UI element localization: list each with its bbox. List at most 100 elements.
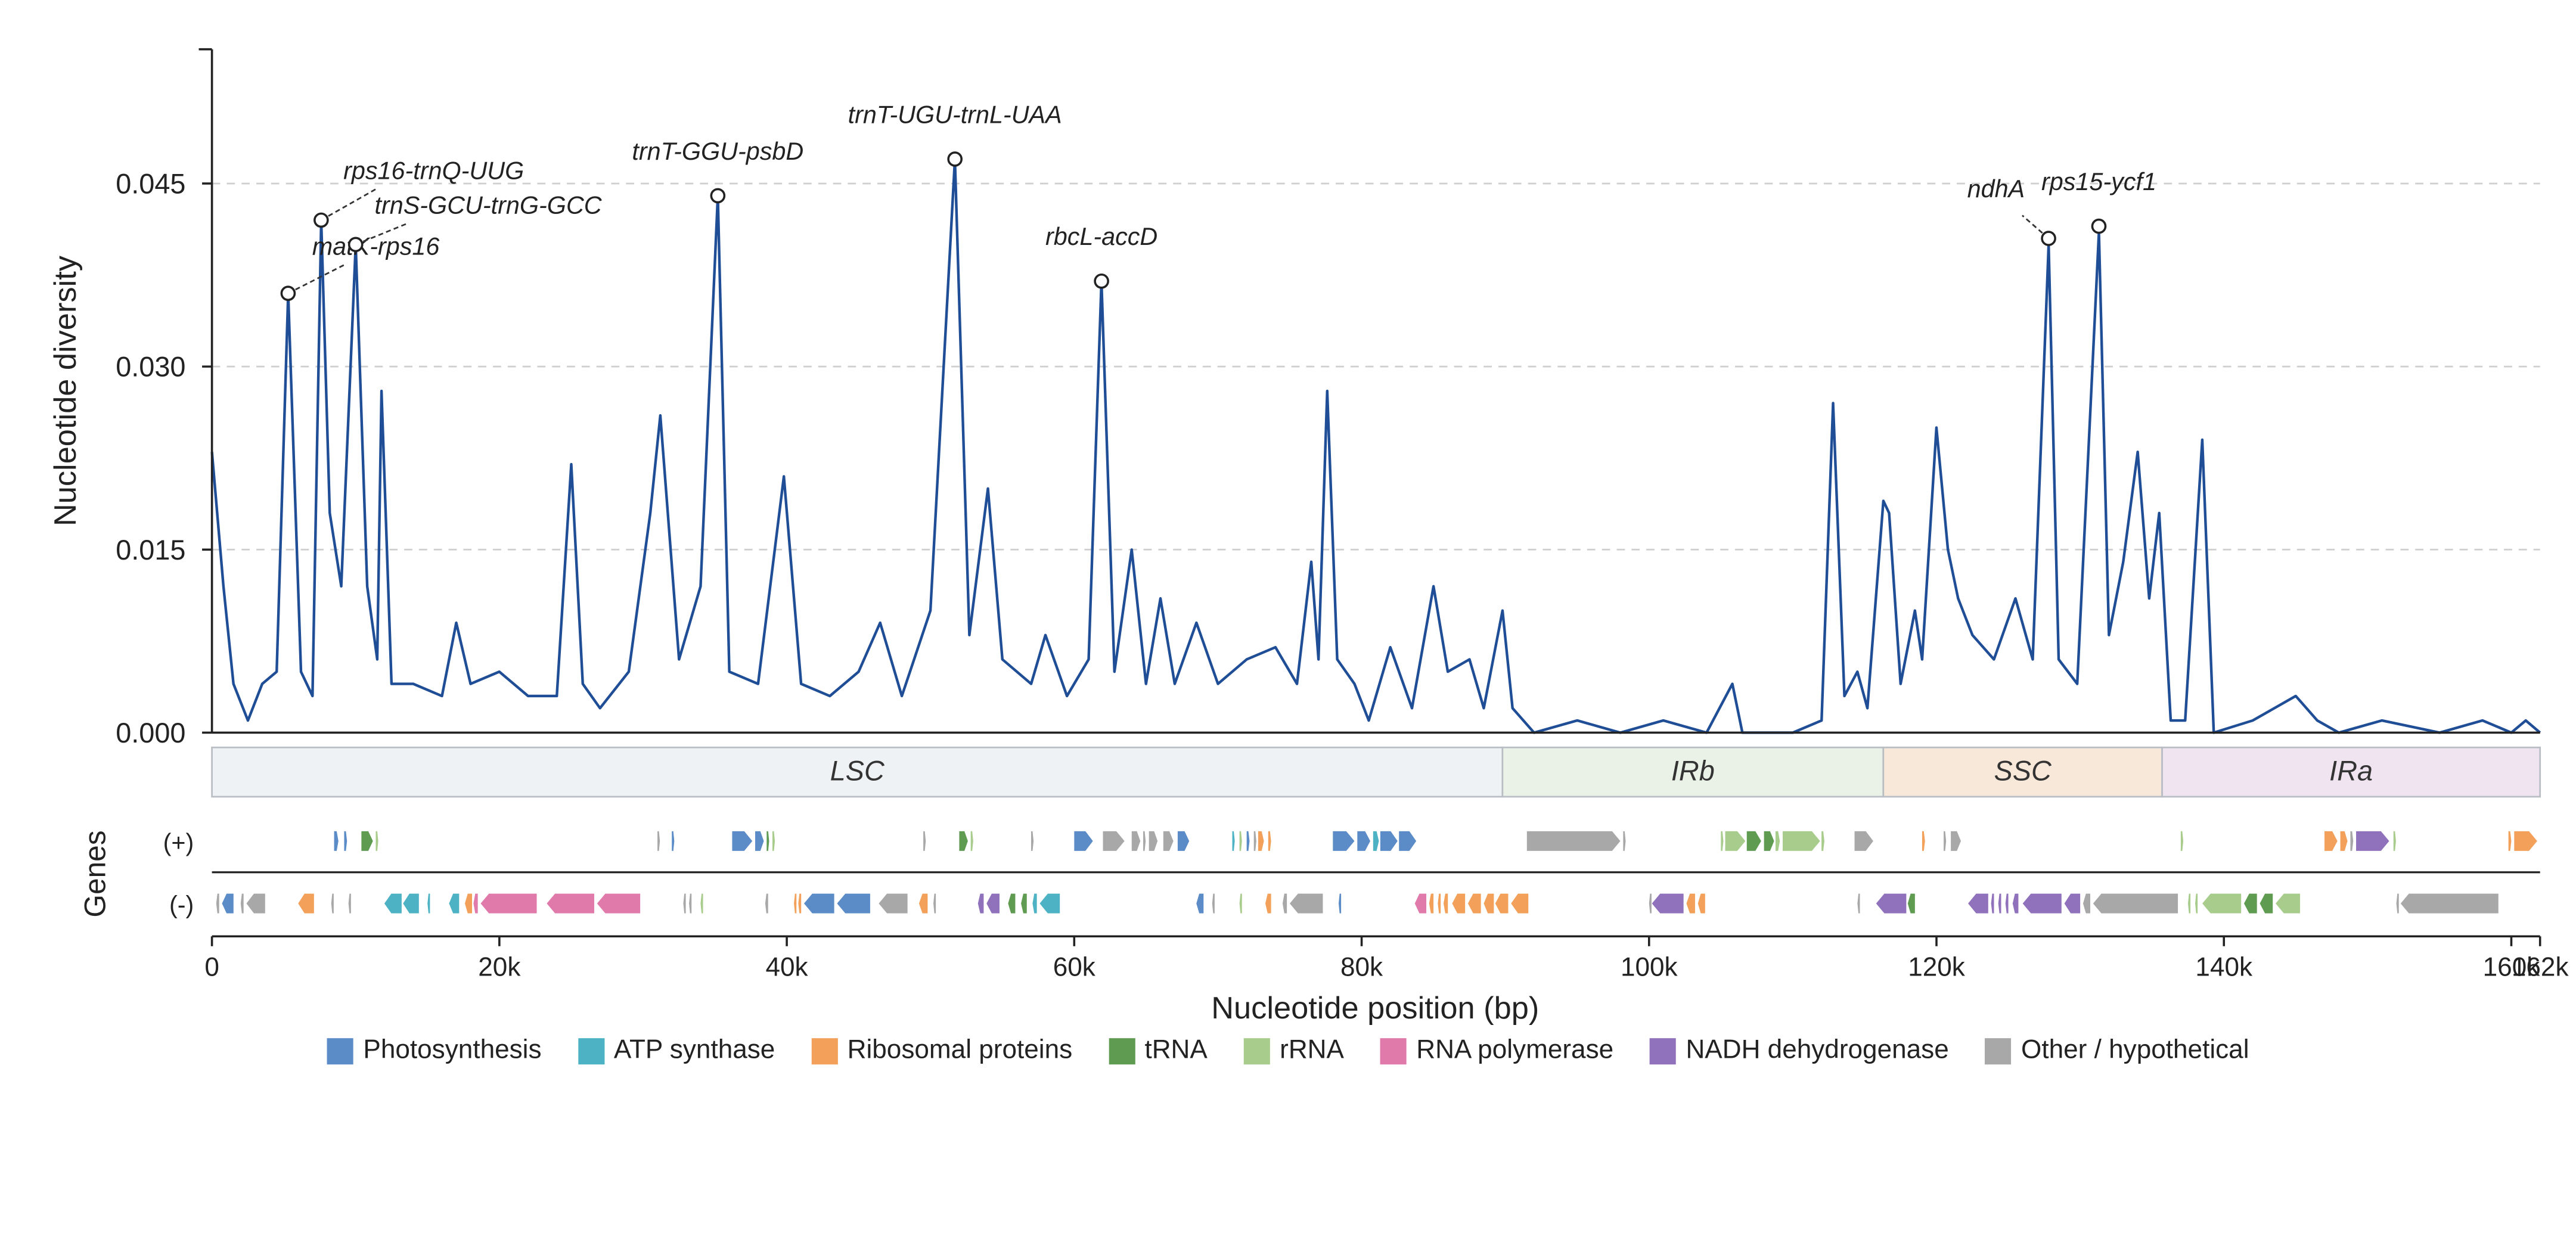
gene-block: [2400, 893, 2499, 914]
gene-block: [1282, 893, 1287, 914]
legend-item: RNA polymerase: [1380, 1036, 1614, 1066]
peak-leader-line: [2022, 215, 2049, 240]
gene-block: [1265, 893, 1271, 914]
x-tick-label: 20k: [478, 952, 521, 981]
gene-block: [1854, 831, 1873, 851]
legend-label: rRNA: [1280, 1036, 1344, 1065]
legend-item: rRNA: [1243, 1036, 1344, 1066]
gene-block: [2005, 893, 2009, 914]
peak-marker: [947, 151, 963, 167]
gene-block: [798, 893, 802, 914]
gene-block: [772, 831, 775, 851]
gene-block: [986, 893, 1000, 914]
region-label: IRa: [2329, 755, 2373, 786]
gene-block: [1483, 893, 1494, 914]
gene-block: [2180, 831, 2184, 851]
x-tick-label: 60k: [1053, 952, 1096, 981]
peak-label: rps16-trnQ-UUG: [343, 157, 524, 184]
gene-block: [689, 893, 692, 914]
gene-block: [755, 831, 764, 851]
peak-marker: [2041, 231, 2056, 246]
gene-block: [1907, 893, 1915, 914]
gene-block: [1212, 893, 1215, 914]
gene-block: [216, 893, 219, 914]
gene-block: [1232, 831, 1235, 851]
legend-label: Ribosomal proteins: [847, 1036, 1073, 1065]
gene-block: [672, 831, 675, 851]
gene-block: [1074, 831, 1093, 851]
gene-block: [384, 893, 402, 914]
peak-label: rps15-ycf1: [2041, 168, 2156, 195]
gene-block: [1429, 893, 1434, 914]
gene-block: [1991, 893, 1994, 914]
gene-block: [804, 893, 834, 914]
gene-block: [1686, 893, 1695, 914]
region-track: LSC IRb SSC IRa: [211, 746, 2541, 798]
gene-block: [923, 831, 926, 851]
gene-block: [1163, 831, 1174, 851]
gene-block: [1725, 831, 1746, 851]
gene-block: [2508, 831, 2512, 851]
gene-block: [1438, 893, 1441, 914]
legend-swatch: [1649, 1038, 1676, 1065]
gene-block: [837, 893, 870, 914]
gene-block: [1380, 831, 1398, 851]
gene-track: [212, 831, 2540, 914]
gene-block: [1857, 893, 1860, 914]
peak-leader-line: [321, 188, 377, 221]
gene-block: [1143, 831, 1146, 851]
gene-block: [1149, 831, 1158, 851]
peak-leader-line: [287, 263, 346, 294]
legend-label: RNA polymerase: [1416, 1036, 1614, 1065]
region-ssc: [1882, 746, 2163, 798]
gene-block: [1649, 893, 1652, 914]
gene-block: [348, 893, 351, 914]
gene-block: [1998, 893, 2001, 914]
gene-block: [657, 831, 660, 851]
gene-block: [361, 831, 373, 851]
gene-block: [1746, 831, 1761, 851]
strand-minus-label: (-): [169, 891, 194, 919]
gene-block: [1944, 831, 1947, 851]
gene-block: [2324, 831, 2338, 851]
gene-block: [222, 893, 234, 914]
x-axis-label: Nucleotide position (bp): [1211, 991, 1539, 1026]
legend-swatch: [1985, 1038, 2012, 1065]
gene-block: [1258, 831, 1264, 851]
gene-block: [970, 831, 973, 851]
legend-label: Other / hypothetical: [2021, 1036, 2249, 1065]
y-tick-label: 0.045: [116, 168, 185, 199]
peak-label: trnT-UGU-trnL-UAA: [848, 101, 1062, 128]
region-label: IRb: [1671, 755, 1715, 786]
gene-block: [1783, 831, 1820, 851]
gene-block: [700, 893, 703, 914]
region-label: SSC: [1994, 755, 2053, 786]
gene-block: [1414, 893, 1427, 914]
gene-block: [1968, 893, 1988, 914]
y-tick-label: 0.030: [116, 352, 185, 383]
gene-block: [2514, 831, 2537, 851]
x-tick-label: 160k: [2483, 952, 2541, 981]
gene-block: [2340, 831, 2348, 851]
gene-block: [1399, 831, 1417, 851]
gene-block: [2022, 893, 2062, 914]
gene-block: [1443, 893, 1448, 914]
peak-label: rbcL-accD: [1045, 223, 1157, 250]
gene-block: [1951, 831, 1962, 851]
gene-block: [2396, 893, 2399, 914]
x-tick-label: 140k: [2195, 952, 2253, 981]
gene-block: [1239, 831, 1242, 851]
legend-swatch: [327, 1038, 353, 1065]
peak-annotations: matK-rps16 rps16-trnQ-UUG trnS-GCU-trnG-GC…: [280, 101, 2156, 302]
gene-block: [1246, 831, 1250, 851]
gene-block: [1196, 893, 1204, 914]
gene-block: [918, 893, 928, 914]
gene-block: [1268, 831, 1271, 851]
x-tick-label: 0: [204, 952, 219, 981]
gene-block: [449, 893, 460, 914]
gene-block: [1338, 893, 1342, 914]
gene-block: [1623, 831, 1626, 851]
peak-marker: [1094, 273, 1109, 289]
peak-marker: [710, 188, 726, 204]
